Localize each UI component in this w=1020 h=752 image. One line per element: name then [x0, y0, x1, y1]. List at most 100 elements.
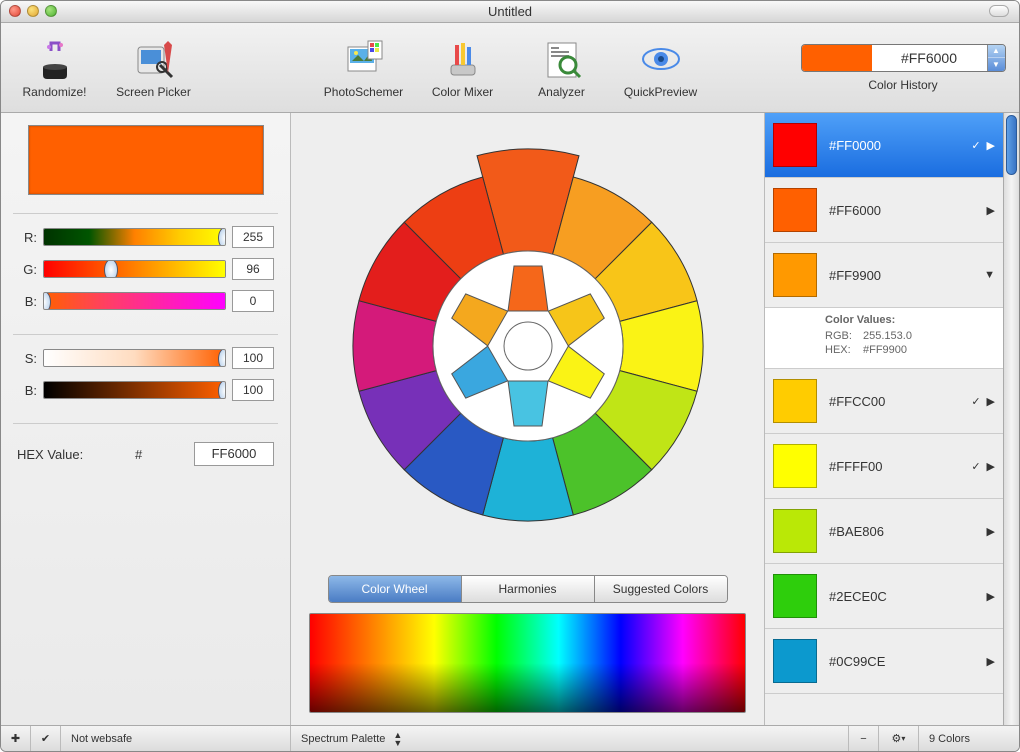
center-panel: Color Wheel Harmonies Suggested Colors	[291, 113, 764, 725]
br-label: B:	[17, 383, 37, 398]
toolbar-randomize[interactable]: Randomize!	[7, 37, 102, 99]
main-content: R: 255 G: 96 B: 0 S:	[1, 113, 1019, 725]
br-value[interactable]: 100	[232, 379, 274, 401]
toolbar-icon	[639, 37, 683, 81]
seg-color-wheel[interactable]: Color Wheel	[329, 576, 462, 602]
b-value[interactable]: 0	[232, 290, 274, 312]
color-list-item[interactable]: #FFCC00✓▶	[765, 369, 1003, 434]
toolbar-label: Randomize!	[22, 85, 86, 99]
disclosure-icon[interactable]: ▼	[984, 269, 995, 281]
toolbar-label: PhotoSchemer	[324, 85, 403, 99]
view-segmented-control: Color Wheel Harmonies Suggested Colors	[328, 575, 728, 603]
color-list-item[interactable]: #BAE806 ▶	[765, 499, 1003, 564]
check-icon: ✓	[971, 460, 980, 473]
list-hex-label: #2ECE0C	[829, 589, 975, 604]
statusbar: ✚ ✔ Not websafe Spectrum Palette ▲▼ − ⚙▾…	[1, 725, 1019, 751]
hex-hash: #	[135, 447, 142, 462]
toolbar-screenpicker[interactable]: Screen Picker	[106, 37, 201, 99]
toolbar-colormixer[interactable]: Color Mixer	[415, 37, 510, 99]
list-swatch	[773, 188, 817, 232]
sb-check-icon[interactable]: ✔	[31, 726, 61, 751]
sb-sliders: S: 100 B: 100	[13, 334, 278, 423]
disclosure-icon[interactable]: ▶	[987, 139, 995, 152]
color-list-item[interactable]: #FF0000✓▶	[765, 113, 1003, 178]
minimize-button[interactable]	[27, 5, 39, 17]
toolbar-pill[interactable]	[989, 5, 1009, 17]
window-controls	[9, 5, 57, 17]
scrollbar-thumb[interactable]	[1006, 115, 1017, 175]
sb-palette[interactable]: Spectrum Palette ▲▼	[291, 726, 849, 751]
color-list: #FF0000✓▶#FF6000▶#FF9900▼Color Values:RG…	[765, 113, 1019, 725]
check-icon: ✓	[971, 139, 980, 152]
list-swatch	[773, 639, 817, 683]
sb-minus-icon[interactable]: −	[849, 726, 879, 751]
history-value: #FF6000	[872, 50, 987, 66]
sb-websafe: Not websafe	[61, 726, 291, 751]
color-history-combo[interactable]: #FF6000 ▲▼	[801, 44, 1006, 72]
disclosure-icon[interactable]: ▶	[987, 395, 995, 408]
toolbar-icon	[342, 37, 386, 81]
history-swatch	[802, 45, 872, 71]
toolbar-quickpreview[interactable]: QuickPreview	[613, 37, 708, 99]
hex-label: HEX Value:	[17, 447, 83, 462]
color-list-item[interactable]: #FFFF00✓▶	[765, 434, 1003, 499]
toolbar-icon	[441, 37, 485, 81]
br-slider[interactable]	[43, 381, 226, 399]
s-value[interactable]: 100	[232, 347, 274, 369]
rgb-sliders: R: 255 G: 96 B: 0	[13, 213, 278, 334]
disclosure-icon[interactable]: ▶	[987, 460, 995, 473]
left-panel: R: 255 G: 96 B: 0 S:	[1, 113, 291, 725]
app-window: Untitled Randomize! Screen Picker PhotoSc…	[0, 0, 1020, 752]
color-history-label: Color History	[868, 78, 937, 92]
window-title: Untitled	[488, 4, 532, 19]
list-hex-label: #FF9900	[829, 268, 972, 283]
sb-add-icon[interactable]: ✚	[1, 726, 31, 751]
r-value[interactable]: 255	[232, 226, 274, 248]
list-hex-label: #FFCC00	[829, 394, 959, 409]
list-hex-label: #BAE806	[829, 524, 975, 539]
s-slider[interactable]	[43, 349, 226, 367]
g-slider[interactable]	[43, 260, 226, 278]
disclosure-icon[interactable]: ▶	[987, 590, 995, 603]
scrollbar[interactable]	[1003, 113, 1019, 725]
titlebar: Untitled	[1, 1, 1019, 23]
color-list-item[interactable]: #0C99CE▶	[765, 629, 1003, 694]
b-slider[interactable]	[43, 292, 226, 310]
list-swatch	[773, 123, 817, 167]
s-label: S:	[17, 351, 37, 366]
history-stepper[interactable]: ▲▼	[987, 45, 1005, 71]
disclosure-icon[interactable]: ▶	[987, 204, 995, 217]
color-list-item[interactable]: #FF6000 ▶	[765, 178, 1003, 243]
seg-harmonies[interactable]: Harmonies	[462, 576, 595, 602]
seg-suggested[interactable]: Suggested Colors	[595, 576, 727, 602]
toolbar-label: Analyzer	[538, 85, 585, 99]
color-list-item[interactable]: #FF9900 ▼	[765, 243, 1003, 308]
dropdown-icon: ▲▼	[393, 731, 402, 747]
disclosure-icon[interactable]: ▶	[987, 655, 995, 668]
current-color-swatch	[28, 125, 264, 195]
color-wheel[interactable]	[328, 146, 728, 546]
disclosure-icon[interactable]: ▶	[987, 525, 995, 538]
close-button[interactable]	[9, 5, 21, 17]
color-list-item[interactable]: #2ECE0C ▶	[765, 564, 1003, 629]
spectrum-palette[interactable]	[309, 613, 746, 713]
sb-gear-icon[interactable]: ⚙▾	[879, 726, 919, 751]
toolbar-label: Color Mixer	[432, 85, 493, 99]
g-label: G:	[17, 262, 37, 277]
toolbar-label: Screen Picker	[116, 85, 191, 99]
sb-count: 9 Colors	[919, 726, 1019, 751]
list-swatch	[773, 509, 817, 553]
toolbar-analyzer[interactable]: Analyzer	[514, 37, 609, 99]
hex-input[interactable]: FF6000	[194, 442, 274, 466]
list-swatch	[773, 444, 817, 488]
list-swatch	[773, 574, 817, 618]
toolbar-photoschemer[interactable]: PhotoSchemer	[316, 37, 411, 99]
list-swatch	[773, 253, 817, 297]
g-value[interactable]: 96	[232, 258, 274, 280]
list-swatch	[773, 379, 817, 423]
b-label: B:	[17, 294, 37, 309]
zoom-button[interactable]	[45, 5, 57, 17]
r-slider[interactable]	[43, 228, 226, 246]
list-hex-label: #FF6000	[829, 203, 975, 218]
toolbar-icon	[33, 37, 77, 81]
